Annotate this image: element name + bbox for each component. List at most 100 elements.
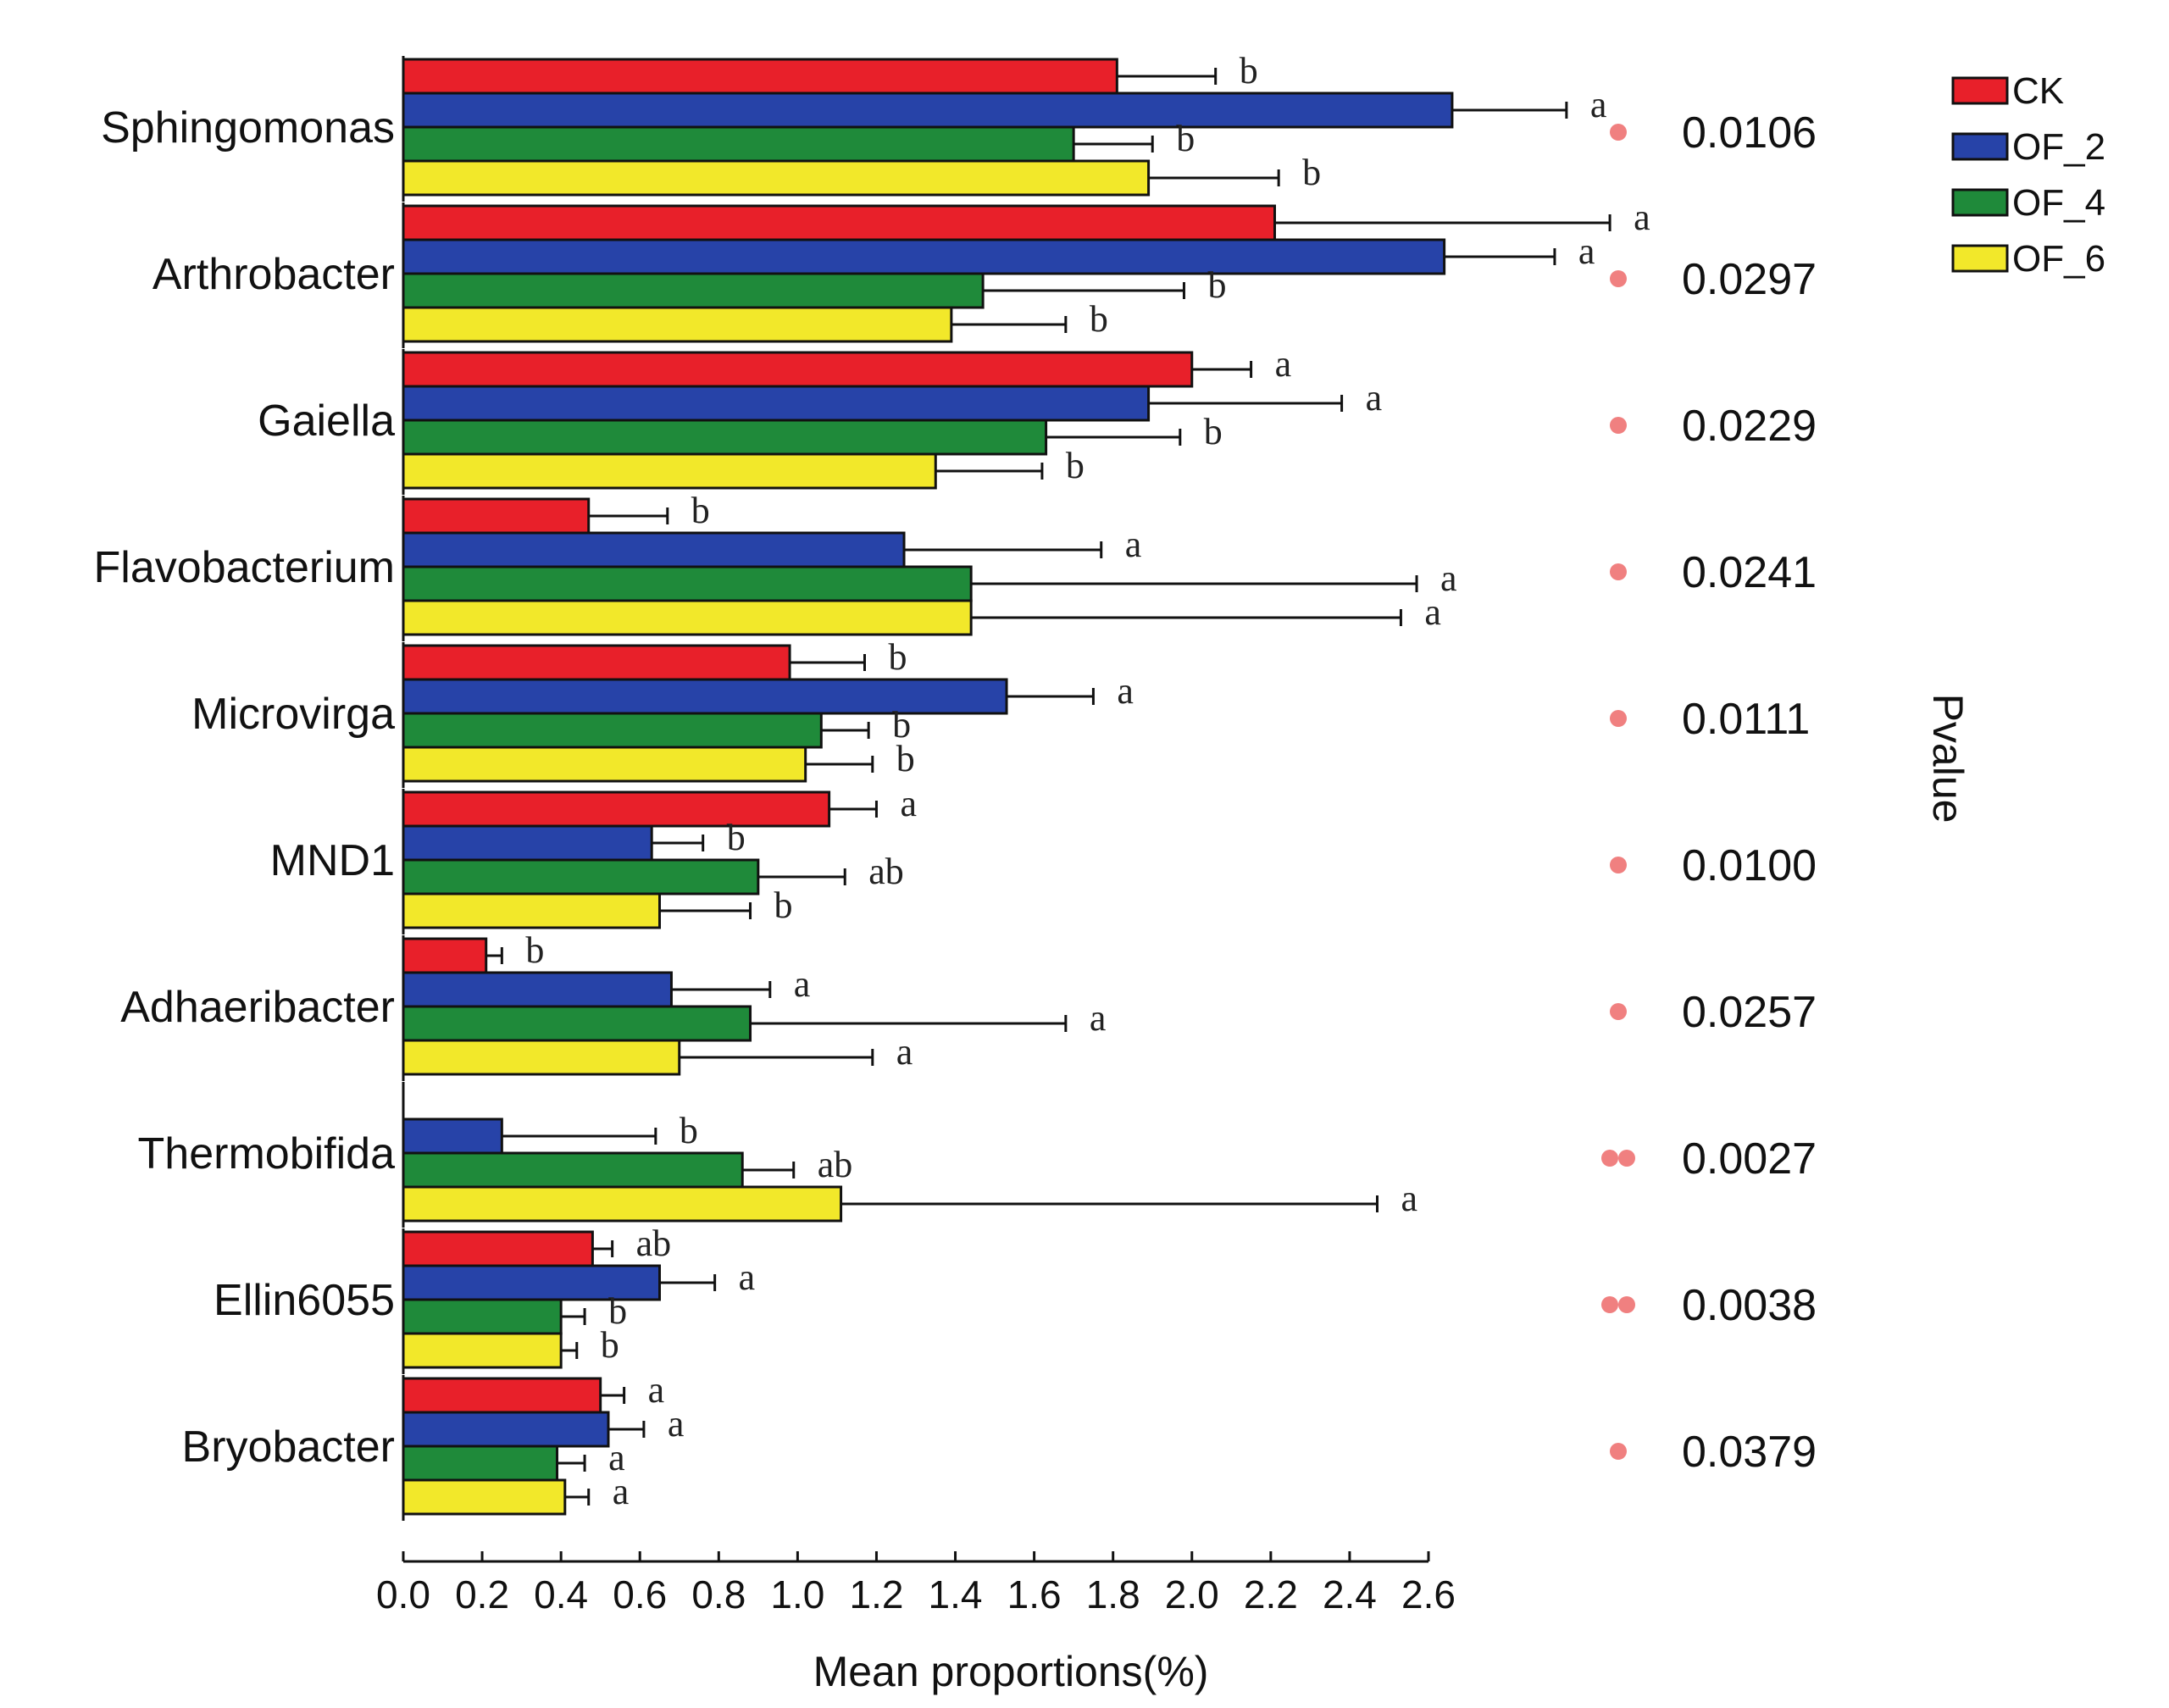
legend: CK OF_2 OF_4 OF_6 xyxy=(1951,70,2105,280)
significance-letter: b xyxy=(727,817,746,858)
legend-label: OF_6 xyxy=(2012,238,2105,280)
bar-arthrobacter-of_6 xyxy=(402,306,953,343)
category-label: Sphingomonas xyxy=(101,103,395,152)
category-group-sphingomonas: Sphingomonas b a b b 0.0106 xyxy=(101,50,1817,202)
category-label: Thermobifida xyxy=(138,1129,396,1178)
pvalue-label: 0.0038 xyxy=(1682,1281,1817,1330)
significance-letter: b xyxy=(601,1324,619,1366)
category-group-thermobifida: Thermobifida b ab a 0.0027 xyxy=(138,1082,1817,1228)
x-tick-label: 2.0 xyxy=(1165,1572,1219,1616)
x-tick-label: 1.8 xyxy=(1086,1572,1140,1616)
significance-letter: a xyxy=(1275,343,1292,385)
category-label: Flavobacterium xyxy=(94,543,395,592)
bar-adhaeribacter-of_2 xyxy=(402,971,673,1008)
pvalue-label: 0.0111 xyxy=(1682,695,1810,744)
significance-letter: a xyxy=(608,1437,625,1478)
significance-letter: a xyxy=(1125,524,1142,565)
bar-arthrobacter-ck xyxy=(402,204,1276,241)
x-tick-label: 2.2 xyxy=(1244,1572,1298,1616)
pvalue-axis-title: Pvalue xyxy=(1924,694,1972,824)
significance-letter: a xyxy=(1634,197,1650,238)
pvalue-label: 0.0379 xyxy=(1682,1428,1817,1477)
significance-letter: b xyxy=(1240,50,1258,92)
legend-label: OF_4 xyxy=(2012,182,2105,224)
x-tick-label: 1.0 xyxy=(770,1572,824,1616)
significance-star xyxy=(1610,1003,1627,1020)
significance-letter: a xyxy=(1590,84,1607,125)
significance-star xyxy=(1618,1296,1635,1313)
bar-flavobacterium-of_2 xyxy=(402,531,906,568)
bar-mnd1-of_4 xyxy=(402,858,760,896)
significance-star xyxy=(1610,1443,1627,1460)
pvalue-label: 0.0257 xyxy=(1682,988,1817,1037)
significance-letter: b xyxy=(525,929,544,971)
x-tick-label: 1.4 xyxy=(929,1572,983,1616)
legend-swatch-of_2 xyxy=(1951,132,2009,161)
significance-letter: ab xyxy=(868,851,904,892)
category-label: Arthrobacter xyxy=(153,250,395,299)
significance-letter: ab xyxy=(818,1144,853,1185)
significance-letter: b xyxy=(892,704,911,746)
category-label: Bryobacter xyxy=(182,1422,395,1472)
x-tick-label: 0.0 xyxy=(376,1572,430,1616)
bar-adhaeribacter-ck xyxy=(402,937,488,974)
legend-swatch-of_4 xyxy=(1951,188,2009,217)
bar-flavobacterium-of_6 xyxy=(402,599,973,636)
pvalue-label: 0.0106 xyxy=(1682,108,1817,158)
bar-ellin6055-of_6 xyxy=(402,1332,563,1369)
bar-microvirga-of_2 xyxy=(402,678,1008,715)
bar-gaiella-of_4 xyxy=(402,419,1048,456)
bar-arthrobacter-of_2 xyxy=(402,238,1446,275)
x-tick-label: 0.8 xyxy=(691,1572,746,1616)
significance-star xyxy=(1610,710,1627,727)
bar-flavobacterium-ck xyxy=(402,497,591,535)
bar-microvirga-of_6 xyxy=(402,746,807,783)
bar-bryobacter-of_6 xyxy=(402,1478,567,1516)
significance-letter: a xyxy=(739,1256,756,1298)
significance-letter: a xyxy=(1578,230,1595,272)
bar-sphingomonas-of_6 xyxy=(402,159,1151,197)
significance-letter: a xyxy=(613,1471,630,1512)
significance-letter: a xyxy=(1090,997,1107,1039)
significance-letter: b xyxy=(889,636,907,678)
bar-gaiella-ck xyxy=(402,351,1194,388)
bar-ellin6055-of_2 xyxy=(402,1264,661,1301)
significance-star xyxy=(1610,563,1627,580)
pvalue-label: 0.0100 xyxy=(1682,841,1817,890)
pvalue-label: 0.0297 xyxy=(1682,255,1817,304)
significance-letter: b xyxy=(1066,445,1084,486)
bar-mnd1-ck xyxy=(402,790,831,828)
significance-letter: b xyxy=(774,884,793,926)
x-tick-label: 0.6 xyxy=(613,1572,667,1616)
significance-star xyxy=(1601,1150,1618,1167)
significance-letter: b xyxy=(1090,298,1108,340)
category-label: MND1 xyxy=(270,836,395,885)
significance-letter: a xyxy=(896,1031,913,1073)
legend-label: CK xyxy=(2012,70,2064,112)
significance-letter: a xyxy=(1366,377,1383,419)
significance-letter: b xyxy=(608,1290,627,1332)
significance-letter: b xyxy=(896,738,915,779)
significance-letter: ab xyxy=(636,1223,672,1264)
significance-letter: a xyxy=(1401,1178,1418,1219)
category-label: Ellin6055 xyxy=(214,1276,395,1325)
x-tick-label: 0.4 xyxy=(534,1572,588,1616)
category-group-adhaeribacter: Adhaeribacter b a a a 0.0257 xyxy=(120,929,1817,1081)
x-tick-label: 0.2 xyxy=(455,1572,509,1616)
bar-sphingomonas-ck xyxy=(402,58,1118,95)
category-label: Adhaeribacter xyxy=(120,983,395,1032)
bar-microvirga-of_4 xyxy=(402,712,823,749)
x-tick-label: 1.6 xyxy=(1007,1572,1062,1616)
significance-star xyxy=(1618,1150,1635,1167)
x-axis: 0.0 0.2 0.4 0.6 0.8 1.0 1.2 1.4 1.6 1.8 2.0 2.2 2.4 2… xyxy=(376,1551,1456,1616)
x-axis-title: Mean proportions(%) xyxy=(813,1648,1209,1695)
bar-sphingomonas-of_2 xyxy=(402,92,1454,129)
bar-gaiella-of_2 xyxy=(402,385,1151,422)
category-label: Microvirga xyxy=(191,690,395,739)
significance-letter: a xyxy=(668,1403,685,1445)
bar-thermobifida-of_4 xyxy=(402,1151,744,1189)
x-tick-label: 2.6 xyxy=(1401,1572,1456,1616)
